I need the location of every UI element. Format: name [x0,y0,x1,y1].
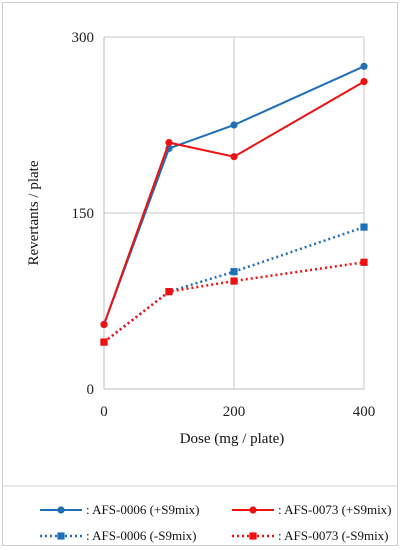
data-point [165,288,173,296]
y-axis-title: Revertants / plate [26,160,42,265]
y-tick-label: 300 [72,30,95,46]
legend: : AFS-0006 (+S9mix) : AFS-0073 (+S9mix) : … [2,485,398,543]
y-tick-label: 0 [87,382,95,398]
legend-label: : AFS-0006 (-S9mix) [86,528,197,543]
legend-label: : AFS-0006 (+S9mix) [86,502,200,517]
series-group [100,62,368,346]
series-line-3 [103,261,365,344]
tick-labels: 0 150 300 0 200 400 [72,30,376,420]
data-point [230,268,238,276]
data-point [165,139,173,147]
legend-label: : AFS-0073 (+S9mix) [278,502,392,517]
data-point [360,258,368,266]
legend-marker [57,506,65,514]
data-point [230,121,238,129]
x-tick-label: 0 [100,404,108,420]
legend-marker [249,532,257,540]
data-point [360,223,368,231]
grid-lines [104,36,365,389]
data-point [230,277,238,285]
figure-frame [2,2,398,546]
legend-label: : AFS-0073 (-S9mix) [278,528,389,543]
axes [103,37,364,390]
data-point [360,77,368,86]
data-point [100,320,108,329]
legend-marker [249,506,257,514]
x-axis-title: Dose (mg / plate) [180,431,285,447]
data-point [360,62,368,70]
series-line-1 [103,80,365,325]
x-tick-label: 200 [223,404,246,420]
x-tick-label: 400 [353,404,376,420]
data-point [230,153,238,161]
data-point [100,338,108,346]
legend-marker [57,532,65,540]
y-tick-label: 150 [72,206,95,222]
